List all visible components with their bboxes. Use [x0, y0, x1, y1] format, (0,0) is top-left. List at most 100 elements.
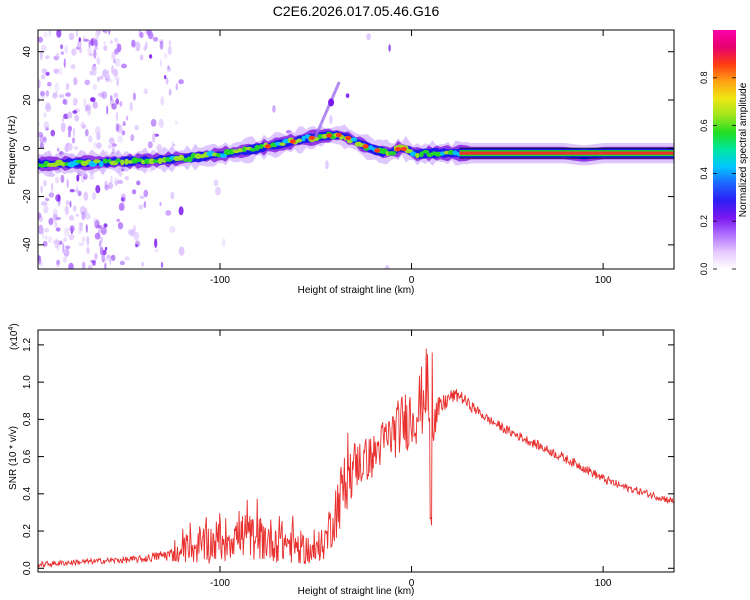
spectrogram-noise-speck: [103, 223, 108, 228]
spectrogram-noise-speck: [111, 65, 114, 75]
spectrogram-noise-speck: [168, 88, 172, 96]
spectrogram-noise-speck: [64, 45, 69, 54]
spectrogram-y-tick-label: 40: [22, 46, 33, 58]
spectrogram-noise-speck: [105, 257, 111, 261]
spectrogram-noise-speck: [152, 132, 156, 143]
spectrogram-noise-speck: [41, 68, 47, 74]
spectrogram-noise-speck: [83, 191, 89, 201]
spectrogram-noise-speck: [84, 129, 89, 137]
spectrogram-trace-blob: [448, 149, 454, 155]
spectrogram-noise-speck: [70, 63, 76, 70]
spectrogram-noise-speck: [117, 179, 124, 185]
spectrogram-trace-layer: [38, 81, 674, 177]
spectrogram-noise-speck: [147, 141, 153, 149]
spectrogram-noise-speck: [96, 30, 101, 35]
snr-y-scale: (x104): [8, 323, 20, 350]
spectrogram-noise-speck: [160, 96, 165, 106]
spectrogram-noise-speck: [92, 83, 98, 90]
spectrogram-noise-speck: [103, 41, 106, 46]
spectrogram-noise-speck: [85, 107, 88, 112]
spectrogram-noise-speck: [119, 260, 125, 266]
spectrogram-noise-speck: [82, 35, 86, 42]
spectrogram-noise-speck: [149, 54, 153, 59]
spectrogram-noise-speck: [99, 246, 104, 256]
spectrogram-noise-speck: [83, 98, 87, 108]
spectrogram-noise-speck: [95, 30, 99, 39]
spectrogram-noise-speck: [170, 191, 175, 200]
spectrogram-noise-speck: [139, 31, 144, 39]
spectrogram-noise-speck: [117, 135, 123, 143]
spectrogram-trace-blob: [194, 153, 202, 159]
spectrogram-noise-speck: [66, 178, 69, 189]
spectrogram-noise-speck: [52, 214, 59, 221]
spectrogram-noise-speck: [78, 222, 84, 226]
spectrogram-noise-speck: [152, 36, 159, 42]
spectrogram-noise-speck: [72, 97, 78, 107]
spectrogram-noise-speck: [165, 77, 169, 85]
spectrogram-noise-speck: [65, 92, 71, 97]
spectrogram-noise-speck: [53, 92, 56, 96]
spectrogram-noise-speck: [61, 249, 68, 254]
spectrogram-noise-speck: [93, 217, 99, 227]
spectrogram-noise-speck: [65, 82, 70, 91]
spectrogram-hotspot: [362, 144, 369, 149]
spectrogram-noise-speck: [43, 228, 50, 233]
spectrogram-noise-speck: [135, 243, 139, 248]
spectrogram-noise-speck: [101, 91, 108, 99]
colorbar-tick-label: 0.0: [699, 263, 709, 276]
snr-y-scale-prefix: (x10: [9, 330, 20, 350]
spectrogram-noise-speck: [98, 225, 103, 229]
spectrogram-noise-speck: [115, 180, 118, 186]
spectrogram-noise-speck: [41, 74, 46, 80]
spectrogram-noise-speck: [90, 97, 96, 103]
spectrogram-noise-speck: [175, 120, 178, 125]
spectrogram-noise-speck: [150, 119, 157, 127]
spectrogram-noise-speck: [68, 130, 71, 138]
spectrogram-y-ticks: -40 -20 0 20 40: [22, 46, 674, 252]
snr-x-tick-label: 0: [409, 578, 415, 589]
spectrogram-noise-speck: [95, 142, 102, 149]
snr-y-tick-label: 0.8: [22, 412, 33, 426]
spectrogram-noise-speck: [121, 130, 126, 136]
spectrogram-hotspot: [326, 133, 333, 138]
spectrogram-trace-blob: [301, 135, 306, 142]
spectrogram-noise-speck: [213, 179, 219, 187]
spectrogram-noise-speck: [43, 121, 50, 130]
spectrogram-noise-speck: [121, 63, 127, 69]
snr-y-tick-label: 0.6: [22, 449, 33, 463]
spectrogram-noise-speck: [68, 233, 75, 241]
spectrogram-noise-speck: [168, 40, 172, 46]
spectrogram-trace-blob: [422, 149, 430, 154]
spectrogram-hotspot: [374, 148, 381, 153]
spectrogram-hotspot: [264, 144, 271, 149]
spectrogram-trace-blob: [296, 138, 303, 143]
spectrogram-noise-speck: [78, 242, 85, 247]
spectrogram-noise-speck: [42, 240, 48, 247]
spectrogram-noise-speck: [95, 126, 101, 136]
spectrogram-noise-speck: [38, 212, 42, 220]
spectrogram-trace-blob: [317, 134, 324, 139]
spectrogram-noise-speck: [55, 227, 61, 232]
spectrogram-noise-speck: [57, 147, 60, 152]
spectrogram-noise-speck: [81, 211, 86, 221]
spectrogram-noise-speck: [72, 110, 78, 114]
spectrogram-frame: [37, 29, 675, 270]
spectrogram-noise-speck: [126, 115, 129, 121]
spectrogram-noise-speck: [87, 264, 93, 269]
spectrogram-trace-blob: [387, 151, 397, 156]
spectrogram-noise-speck: [97, 76, 100, 82]
spectrogram-noise-speck: [147, 31, 154, 40]
spectrogram-trace-blob: [452, 150, 458, 156]
spectrogram-noise-speck: [113, 76, 120, 81]
spectrogram-noise-speck: [108, 30, 111, 35]
spectrogram-noise-speck: [128, 229, 132, 236]
spectrogram-noise-speck: [133, 231, 140, 242]
spectrogram-noise-speck: [63, 237, 68, 242]
figure-title: C2E6.2026.017.05.46.G16: [273, 3, 440, 19]
spectrogram-noise-speck: [93, 141, 97, 149]
spectrogram-noise-speck: [91, 260, 96, 266]
spectrogram-trace-blob: [186, 156, 193, 163]
spectrogram-noise-speck: [93, 48, 97, 59]
spectrogram-noise-speck: [108, 137, 115, 145]
spectrogram-noise-speck: [139, 195, 145, 200]
